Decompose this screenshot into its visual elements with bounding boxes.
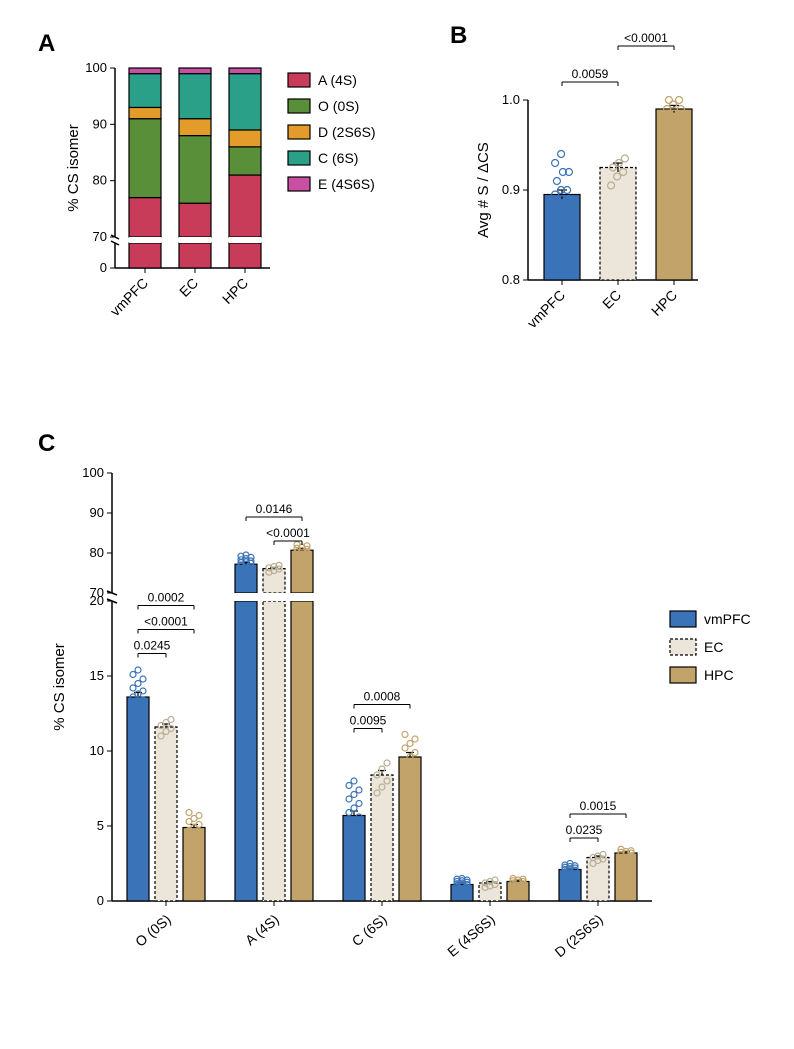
- panel-a-label: A: [38, 30, 55, 58]
- svg-text:% CS isomer: % CS isomer: [51, 643, 68, 731]
- svg-text:70: 70: [93, 229, 107, 244]
- svg-text:0.0015: 0.0015: [580, 799, 617, 813]
- svg-text:<0.0001: <0.0001: [266, 526, 310, 540]
- svg-text:1.0: 1.0: [502, 92, 520, 107]
- svg-text:0.0095: 0.0095: [350, 714, 387, 728]
- svg-text:20: 20: [90, 593, 104, 608]
- svg-text:O (0S): O (0S): [318, 98, 359, 114]
- svg-text:0.0245: 0.0245: [134, 639, 171, 653]
- svg-text:C (6S): C (6S): [349, 911, 390, 949]
- svg-text:100: 100: [85, 60, 107, 75]
- svg-text:EC: EC: [176, 275, 201, 300]
- svg-text:A (4S): A (4S): [318, 72, 357, 88]
- svg-text:0.8: 0.8: [502, 272, 520, 287]
- svg-text:vmPFC: vmPFC: [524, 287, 568, 331]
- svg-text:HPC: HPC: [648, 287, 680, 319]
- svg-text:0.0146: 0.0146: [256, 502, 293, 516]
- svg-text:C (6S): C (6S): [318, 150, 358, 166]
- svg-text:EC: EC: [704, 639, 723, 655]
- svg-text:D (2S6S): D (2S6S): [318, 124, 376, 140]
- svg-text:vmPFC: vmPFC: [107, 275, 151, 319]
- svg-text:10: 10: [90, 743, 104, 758]
- svg-text:D (2S6S): D (2S6S): [552, 911, 606, 960]
- svg-text:0: 0: [97, 893, 104, 908]
- panel-b-label: B: [450, 22, 467, 50]
- svg-text:100: 100: [82, 465, 104, 480]
- svg-text:0.0059: 0.0059: [572, 67, 609, 81]
- panel-b-chart: 0.8 0.9 1.0 Avg # S / ΔCS vmPFC EC HPC 0.0059 <0…: [470, 30, 770, 360]
- svg-text:90: 90: [93, 116, 107, 131]
- svg-text:15: 15: [90, 668, 104, 683]
- svg-text:O (0S): O (0S): [132, 911, 174, 950]
- svg-text:Avg # S / ΔCS: Avg # S / ΔCS: [475, 142, 492, 238]
- svg-text:80: 80: [93, 173, 107, 188]
- svg-text:HPC: HPC: [219, 275, 251, 307]
- svg-text:0.0008: 0.0008: [364, 690, 401, 704]
- panel-c-chart: 70809010005101520% CS isomerO (0S)A (4S)…: [40, 445, 770, 1035]
- svg-text:80: 80: [90, 545, 104, 560]
- svg-text:90: 90: [90, 505, 104, 520]
- svg-text:0.0235: 0.0235: [566, 823, 603, 837]
- svg-text:HPC: HPC: [704, 667, 734, 683]
- svg-text:0.9: 0.9: [502, 182, 520, 197]
- svg-text:vmPFC: vmPFC: [704, 611, 751, 627]
- svg-text:A (4S): A (4S): [242, 911, 282, 948]
- svg-text:<0.0001: <0.0001: [144, 615, 188, 629]
- svg-text:0: 0: [100, 260, 107, 275]
- svg-text:EC: EC: [599, 287, 624, 312]
- svg-text:0.0002: 0.0002: [148, 591, 185, 605]
- svg-text:<0.0001: <0.0001: [624, 31, 668, 45]
- svg-text:% CS isomer: % CS isomer: [65, 124, 82, 212]
- svg-text:E (4S6S): E (4S6S): [318, 176, 375, 192]
- svg-text:E (4S6S): E (4S6S): [444, 911, 498, 960]
- panel-a-chart: 70 80 90 100 0 % CS isomer vmPFC EC HPC A (4S) O (…: [60, 48, 420, 358]
- svg-text:5: 5: [97, 818, 104, 833]
